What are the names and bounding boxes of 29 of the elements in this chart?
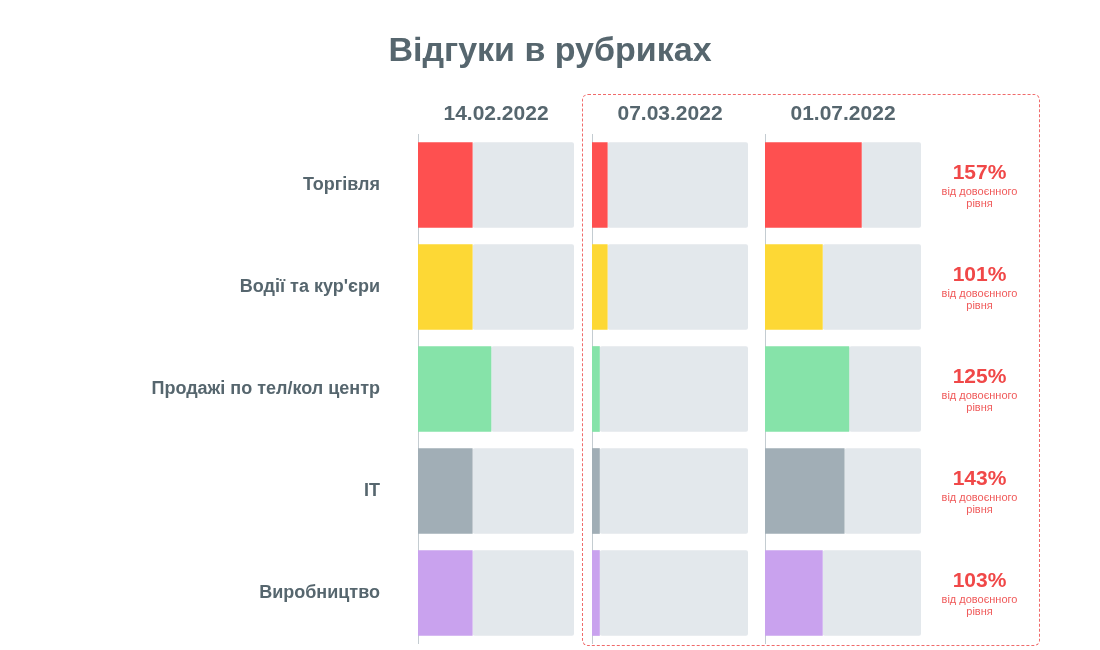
text: 157% [952,160,1007,183]
series-label: 07.03.2022 [617,101,723,124]
text: від довоєнного рівня [941,185,1018,209]
y-tick-label: IT [364,479,380,500]
text: від довоєнного рівня [941,287,1018,311]
y-tick-label: Продажі по тел/кол центр [151,377,380,398]
bar [765,448,845,534]
bar [765,244,823,330]
series-label: 01.07.2022 [790,101,896,124]
bar [861,142,921,228]
bar [822,244,921,330]
text: 103% [952,568,1007,591]
text: 101% [952,262,1007,285]
y-tick-label: Водії та кур'єри [239,275,380,296]
series-label: 14.02.2022 [443,101,549,124]
y-tick-label: Торгівля [302,173,380,194]
bar [765,142,862,228]
bar [849,346,921,432]
bar [822,550,921,636]
text: 125% [952,364,1007,387]
text: від довоєнного рівня [941,593,1018,617]
text: від довоєнного рівня [941,389,1018,413]
text: 143% [952,466,1007,489]
text: від довоєнного рівня [941,491,1018,515]
y-tick-label: Виробництво [259,581,380,602]
bar [765,550,823,636]
bar [844,448,921,534]
chart-title: Відгуки в рубриках [387,30,713,69]
bar [765,346,850,432]
